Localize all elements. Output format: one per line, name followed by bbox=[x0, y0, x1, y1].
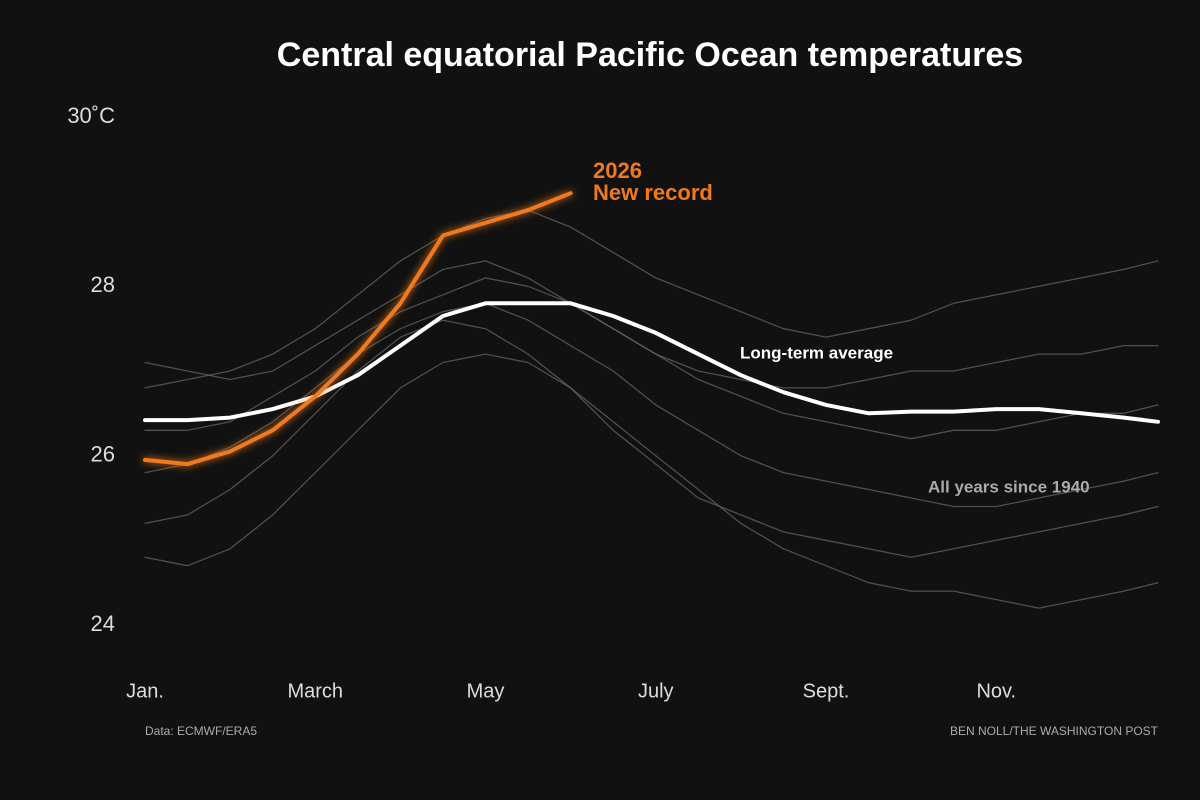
annotation: New record bbox=[593, 180, 713, 205]
series-label: Long-term average bbox=[740, 343, 893, 362]
chart-title: Central equatorial Pacific Ocean tempera… bbox=[277, 36, 1023, 74]
x-tick-label: July bbox=[638, 680, 674, 702]
y-tick-label: 24 bbox=[91, 611, 115, 636]
background-year-line bbox=[144, 353, 1159, 609]
source: Data: ECMWF/ERA5 bbox=[145, 724, 257, 738]
x-tick-label: Sept. bbox=[803, 680, 850, 702]
x-tick-label: May bbox=[467, 680, 505, 702]
background-year-line bbox=[144, 319, 1159, 558]
background-year-line bbox=[144, 277, 1159, 440]
series-line bbox=[143, 191, 573, 467]
background-year-line bbox=[144, 302, 1159, 508]
credit: BEN NOLL/THE WASHINGTON POST bbox=[950, 724, 1159, 738]
y-tick-label: 28 bbox=[91, 272, 115, 297]
annotation: All years since 1940 bbox=[928, 477, 1090, 496]
background-year-line bbox=[144, 209, 1159, 389]
x-tick-label: Nov. bbox=[976, 680, 1016, 702]
y-tick-label: 26 bbox=[91, 441, 115, 466]
series-label: 2026 bbox=[593, 158, 642, 183]
x-tick-label: March bbox=[287, 680, 343, 702]
y-tick-label: 30˚C bbox=[67, 103, 115, 128]
x-tick-label: Jan. bbox=[126, 680, 164, 702]
